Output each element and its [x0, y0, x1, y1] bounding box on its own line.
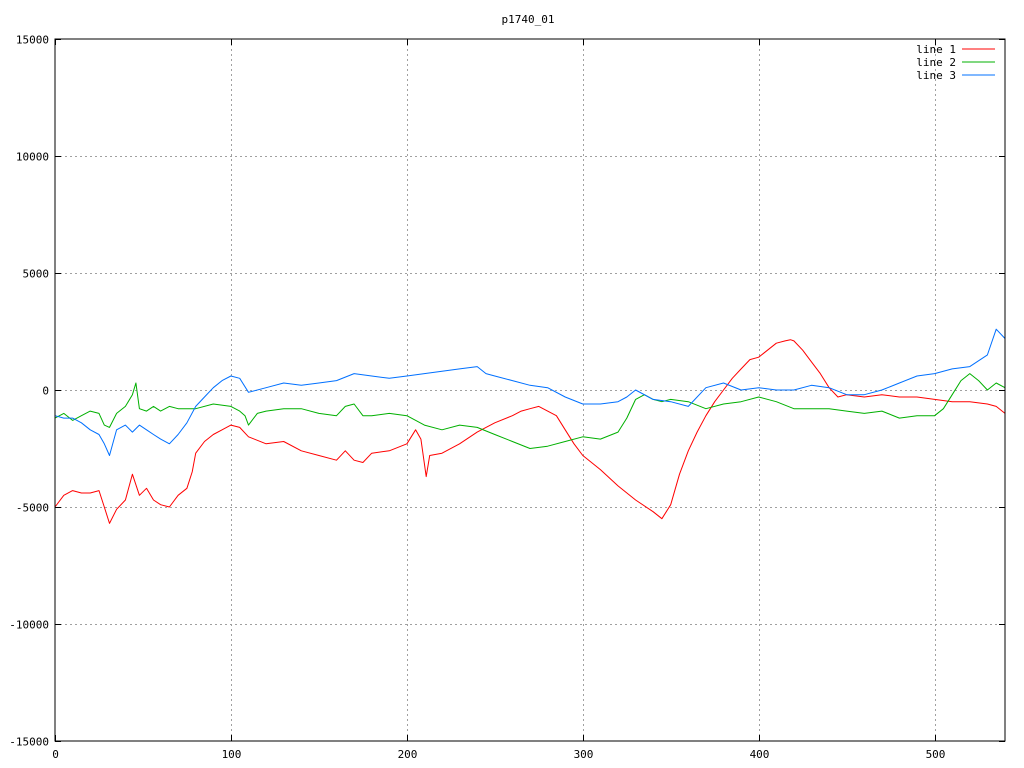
series-line-3	[54, 328, 1006, 456]
legend-label-3: line 3	[916, 69, 956, 82]
legend-label-1: line 1	[916, 43, 956, 56]
series-group	[54, 328, 1006, 524]
x-tick-label: 400	[750, 748, 770, 761]
y-tick-label: -10000	[9, 619, 49, 632]
y-tick-label: -15000	[9, 736, 49, 749]
x-tick-label: 0	[52, 748, 59, 761]
chart-title: p1740_01	[502, 13, 555, 26]
y-tick-label: 5000	[23, 268, 50, 281]
x-tick-label: 300	[574, 748, 594, 761]
axis-ticks: 0 100 200 300 400 500 -15000 -10000 -5000 0 5000 10…	[9, 34, 1005, 761]
series-line-1	[54, 339, 1006, 524]
grid	[55, 39, 1005, 741]
series-line-2	[54, 373, 1006, 449]
y-tick-label: 15000	[16, 34, 49, 47]
x-tick-label: 200	[398, 748, 418, 761]
y-tick-label: 10000	[16, 151, 49, 164]
y-tick-label: -5000	[16, 502, 49, 515]
x-tick-label: 500	[926, 748, 946, 761]
x-tick-label: 100	[222, 748, 242, 761]
legend-label-2: line 2	[916, 56, 956, 69]
y-tick-label: 0	[42, 385, 49, 398]
